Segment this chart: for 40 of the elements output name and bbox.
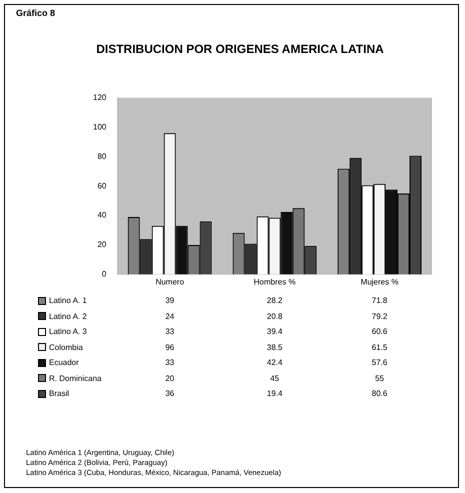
legend-label: Latino A. 1 xyxy=(49,296,87,305)
text: Gráfico 8 xyxy=(16,8,56,18)
data-label: 33 xyxy=(165,327,174,336)
y-tick-label: 0 xyxy=(102,270,107,279)
x-tick-label: Hombres % xyxy=(254,277,296,286)
data-label: 71.8 xyxy=(372,296,388,305)
data-label: 79.2 xyxy=(372,312,388,320)
data-label: 55 xyxy=(375,374,384,382)
chart-title: DISTRIBUCION POR ORIGENES AMERICA LATINA xyxy=(95,42,385,56)
data-label: 28.2 xyxy=(266,296,282,305)
y-tick-label: 40 xyxy=(97,210,107,220)
data-label: 38.5 xyxy=(266,342,282,352)
legend-label: Ecuador xyxy=(49,358,79,367)
legend-label: Latino A. 2 xyxy=(49,312,87,320)
data-label: 39.4 xyxy=(266,327,282,336)
data-label: 61.5 xyxy=(372,342,388,352)
y-tick-label: 60 xyxy=(97,181,107,190)
data-label: 19.4 xyxy=(266,389,282,398)
y-tick-label: 20 xyxy=(97,240,107,250)
data-label: 24 xyxy=(165,312,174,320)
y-tick-label: 120 xyxy=(92,93,107,102)
data-label: 57.6 xyxy=(372,358,388,367)
legend-label: Colombia xyxy=(49,342,83,352)
y-tick-label: 80 xyxy=(97,152,107,161)
x-tick-label: Numero xyxy=(156,277,185,286)
data-label: 42.4 xyxy=(266,358,282,367)
data-label: 33 xyxy=(165,358,174,367)
data-label: 60.6 xyxy=(372,327,388,336)
data-label: 20 xyxy=(165,374,174,382)
data-label: 80.6 xyxy=(372,389,388,398)
legend-label: Latino A. 3 xyxy=(49,327,87,336)
legend-label: Brasil xyxy=(49,389,70,398)
x-tick-label: Mujeres % xyxy=(360,277,398,286)
data-label: 96 xyxy=(165,342,174,352)
data-label: 20.8 xyxy=(266,312,282,320)
data-label: 36 xyxy=(165,389,174,398)
legend-label: R. Dominicana xyxy=(49,374,102,382)
data-label: 39 xyxy=(165,296,174,305)
y-tick-label: 100 xyxy=(92,122,107,132)
data-label: 45 xyxy=(270,374,280,382)
